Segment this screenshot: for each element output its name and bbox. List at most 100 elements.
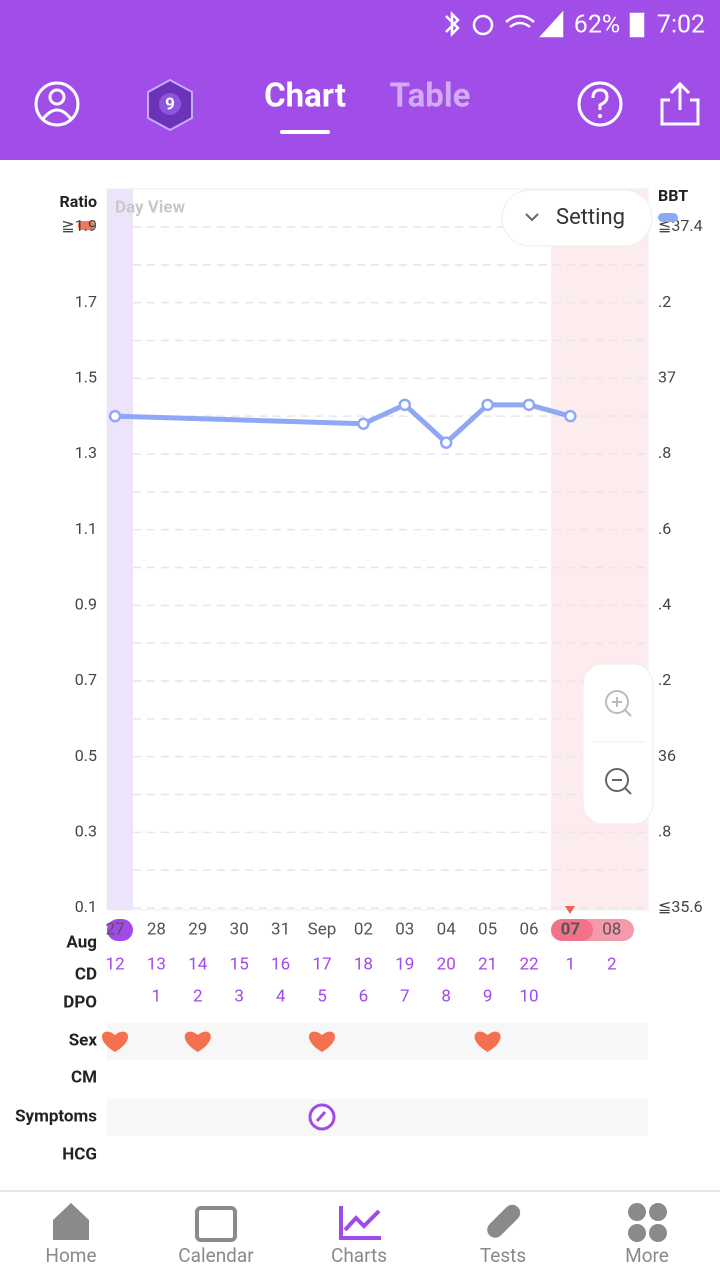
dpo-day: 5 [317, 986, 327, 1006]
x-tick-label: Sep [308, 919, 337, 939]
battery: 62% [574, 11, 620, 40]
cycle-day: 21 [478, 954, 497, 974]
tab-underline [280, 130, 330, 134]
x-tick-label: 08 [602, 919, 621, 939]
today-marker [565, 906, 575, 914]
y2-tick-label: .8 [658, 822, 671, 841]
y-tick-label: ≧1.9 [61, 216, 97, 235]
nav-label[interactable]: Home [45, 1244, 96, 1267]
bbt-point [108, 409, 122, 423]
dpo-day: 9 [483, 986, 493, 1006]
x-tick-label: 06 [519, 919, 538, 939]
bbt-point [564, 409, 577, 423]
view-label: Day View [115, 197, 186, 217]
x-tick-label: 02 [354, 919, 373, 939]
symptom-glyph [315, 1111, 327, 1122]
today-pill [551, 919, 593, 941]
y2-tick-label: ≦35.6 [658, 897, 703, 916]
y-tick-label: 0.9 [75, 595, 97, 614]
y2-tick-label: .2 [658, 670, 671, 689]
tab-chart[interactable]: Chart [264, 77, 346, 116]
y2-tick-label: 36 [658, 746, 676, 765]
x-tick-label: 27 [105, 919, 124, 939]
nav-label[interactable]: Calendar [178, 1244, 254, 1267]
y-tick-label: 0.3 [75, 822, 97, 841]
legend-label: BBT [658, 186, 688, 205]
zoom-out[interactable] [605, 768, 632, 795]
bbt-point [481, 398, 494, 412]
sex-heart [308, 1031, 336, 1052]
zoom-controls [582, 663, 654, 825]
sex-heart [101, 1031, 129, 1052]
row-label: CD [75, 964, 97, 984]
nav-label[interactable]: Charts [331, 1244, 387, 1267]
share-button[interactable] [660, 81, 700, 126]
dpo-day: 7 [400, 986, 410, 1006]
setting-label: Setting [556, 205, 625, 230]
x-tick-label: 29 [188, 919, 207, 939]
tab-table[interactable]: Table [390, 77, 471, 116]
x-tick-label: 07 [561, 919, 581, 939]
y2-tick-label: .4 [658, 595, 671, 614]
row-label: Sex [69, 1030, 98, 1050]
zoom-in[interactable] [605, 690, 632, 717]
y-tick-label: 1.7 [75, 292, 97, 311]
cycle-day: 15 [230, 954, 249, 974]
charts-icon [339, 1206, 381, 1240]
month-label: Aug [66, 932, 97, 952]
nav-label[interactable]: More [625, 1244, 669, 1267]
dpo-day: 3 [234, 986, 244, 1006]
cycle-day: 14 [188, 954, 208, 974]
row-label: Symptoms [15, 1106, 97, 1126]
header-bg [0, 0, 720, 160]
dpo-day: 4 [276, 986, 286, 1006]
cycle-day: 17 [312, 954, 331, 974]
cycle-day: 18 [354, 954, 373, 974]
calendar-icon [195, 1206, 237, 1242]
cycle-day: 13 [147, 954, 166, 974]
cycle-day: 20 [437, 954, 456, 974]
dpo-day: 8 [441, 986, 451, 1006]
cycle-day: 12 [105, 954, 124, 974]
help-button[interactable] [577, 81, 623, 127]
y2-tick-label: .2 [658, 292, 671, 311]
y-tick-label: 0.7 [75, 670, 97, 689]
x-tick-label: 04 [437, 919, 457, 939]
chevron [525, 213, 539, 222]
badge-number: 9 [165, 94, 175, 114]
dpo-day: 2 [193, 986, 203, 1006]
y-tick-label: 0.5 [75, 746, 97, 765]
cycle-day: 19 [395, 954, 414, 974]
level-badge[interactable]: 9 [147, 78, 193, 132]
row-label: HCG [62, 1144, 97, 1164]
period-day-pill [107, 919, 133, 941]
x-tick-label: 28 [147, 919, 166, 939]
sex-heart [184, 1031, 211, 1052]
status-icons [445, 10, 645, 38]
period-band [107, 189, 133, 910]
nav-label[interactable]: Tests [480, 1244, 526, 1267]
x-tick-label: 05 [478, 919, 497, 939]
more-icon [628, 1203, 667, 1242]
symptoms-row-bg [107, 1099, 648, 1136]
y2-tick-label: .6 [658, 519, 671, 538]
x-tick-label: 30 [230, 919, 249, 939]
clock: 7:02 [657, 11, 705, 40]
y-tick-label: 1.3 [75, 443, 97, 462]
nav-icons [53, 1203, 667, 1242]
y-axis-label: Ratio [60, 192, 98, 211]
setting-button[interactable]: Setting [501, 189, 653, 247]
bbt-point [398, 398, 412, 412]
home-icon [53, 1203, 89, 1240]
row-label: DPO [63, 992, 97, 1012]
cycle-day: 2 [607, 954, 617, 974]
cycle-day: 16 [271, 954, 290, 974]
legend-marker [658, 213, 678, 222]
dpo-day: 6 [359, 986, 369, 1006]
ratio-legend-marker [78, 221, 94, 230]
profile-button[interactable] [34, 81, 80, 127]
y2-tick-label: 37 [658, 368, 676, 387]
sex-heart [474, 1031, 501, 1052]
dpo-day: 10 [519, 986, 538, 1006]
